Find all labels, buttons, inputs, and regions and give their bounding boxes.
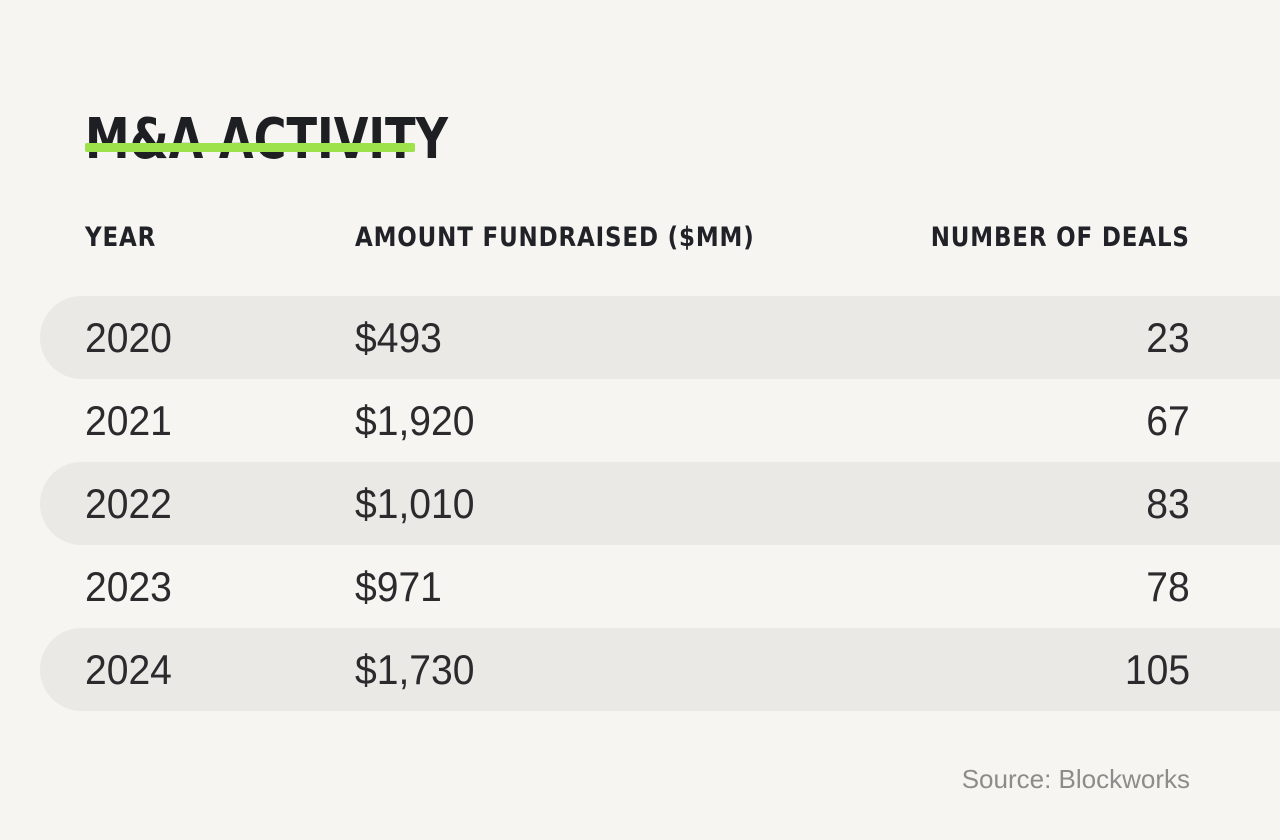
column-header-amount: AMOUNT FUNDRAISED ($MM): [355, 222, 755, 253]
table-row: 2024 $1,730 105: [0, 628, 1280, 711]
cell-amount-fundraised: $1,010: [355, 479, 475, 527]
cell-year: 2021: [85, 396, 172, 444]
table-row: 2020 $493 23: [0, 296, 1280, 379]
table-body: 2020 $493 23 2021 $1,920 67 2022 $1,010 83 2023 $9…: [0, 296, 1280, 711]
cell-number-of-deals: 105: [1124, 645, 1190, 693]
table-header-row: YEAR AMOUNT FUNDRAISED ($MM) NUMBER OF D…: [0, 222, 1280, 253]
title-accent-underline: [85, 143, 415, 152]
page-title: M&A ACTIVITY: [85, 106, 539, 172]
cell-amount-fundraised: $1,730: [355, 645, 475, 693]
cell-number-of-deals: 83: [1146, 479, 1190, 527]
cell-number-of-deals: 67: [1146, 396, 1190, 444]
table-row: 2023 $971 78: [0, 545, 1280, 628]
cell-year: 2020: [85, 313, 172, 361]
cell-year: 2024: [85, 645, 172, 693]
source-attribution: Source: Blockworks: [961, 764, 1190, 794]
cell-year: 2022: [85, 479, 172, 527]
cell-amount-fundraised: $971: [355, 562, 442, 610]
table-row: 2022 $1,010 83: [0, 462, 1280, 545]
column-header-year: YEAR: [85, 222, 157, 253]
cell-number-of-deals: 78: [1146, 562, 1190, 610]
table-row: 2021 $1,920 67: [0, 379, 1280, 462]
cell-number-of-deals: 23: [1146, 313, 1190, 361]
cell-year: 2023: [85, 562, 172, 610]
page-title-text: M&A ACTIVITY: [85, 106, 449, 172]
column-header-deals: NUMBER OF DEALS: [930, 222, 1190, 253]
cell-amount-fundraised: $1,920: [355, 396, 475, 444]
cell-amount-fundraised: $493: [355, 313, 442, 361]
